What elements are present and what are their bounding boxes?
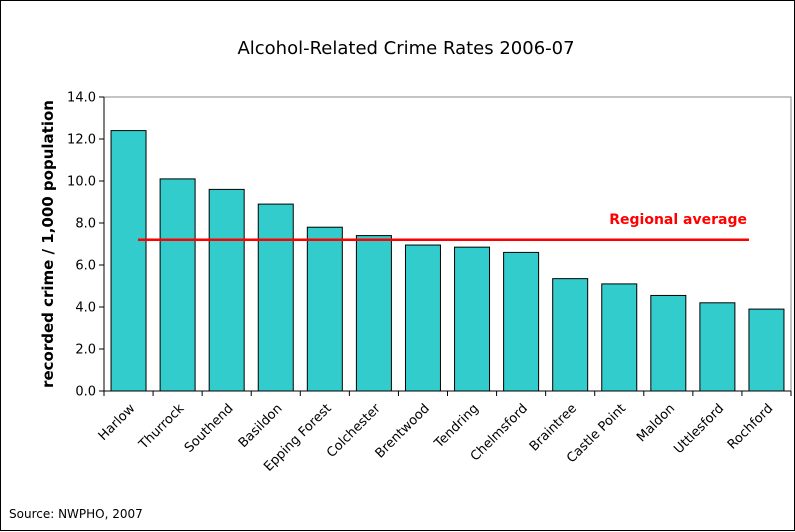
bar-colchester xyxy=(355,235,392,392)
x-tick-label: Harlow xyxy=(96,401,139,444)
bar-rochford xyxy=(748,308,785,392)
y-tick-label: 0.0 xyxy=(75,385,96,400)
source-note: Source: NWPHO, 2007 xyxy=(9,507,143,521)
x-tick-label: Rochford xyxy=(725,401,776,452)
x-tick-label: Thurrock xyxy=(136,401,188,453)
plot-area xyxy=(103,96,792,392)
bar-epping-forest xyxy=(306,226,343,392)
bar-braintree xyxy=(552,278,589,392)
y-tick-label: 6.0 xyxy=(75,259,96,274)
y-tick-group: 0.0 2.0 4.0 6.0 8.0 10.0 12.0 14.0 xyxy=(67,91,104,400)
bar-group xyxy=(110,130,785,392)
y-tick-label: 14.0 xyxy=(67,91,96,106)
x-tick-label: Maldon xyxy=(634,401,678,445)
x-tick-label: Uttlesford xyxy=(671,401,727,457)
x-tick-label: Basildon xyxy=(236,401,286,451)
regional-average-label-background xyxy=(598,207,750,229)
bar-chelmsford xyxy=(503,251,540,392)
bar-southend xyxy=(208,188,245,392)
bar-tendring xyxy=(454,246,491,392)
x-tick-label: Tendring xyxy=(431,401,482,452)
chart-title: Alcohol-Related Crime Rates 2006-07 xyxy=(237,38,574,59)
bar-maldon xyxy=(650,294,687,392)
bar-brentwood xyxy=(404,244,441,392)
x-tick-label: Southend xyxy=(182,401,237,456)
y-tick-label: 8.0 xyxy=(75,217,96,232)
bar-harlow xyxy=(110,130,147,392)
bar-thurrock xyxy=(159,178,196,392)
y-tick-label: 10.0 xyxy=(67,175,96,190)
y-tick-label: 4.0 xyxy=(75,301,96,316)
y-axis-label: recorded crime / 1,000 population xyxy=(39,100,57,388)
y-tick-label: 12.0 xyxy=(67,133,96,148)
bar-castle-point xyxy=(601,283,638,392)
bar-uttlesford xyxy=(699,302,736,392)
bar-basildon xyxy=(257,203,294,392)
y-tick-label: 2.0 xyxy=(75,343,96,358)
regional-average-label: Regional average xyxy=(609,212,747,228)
